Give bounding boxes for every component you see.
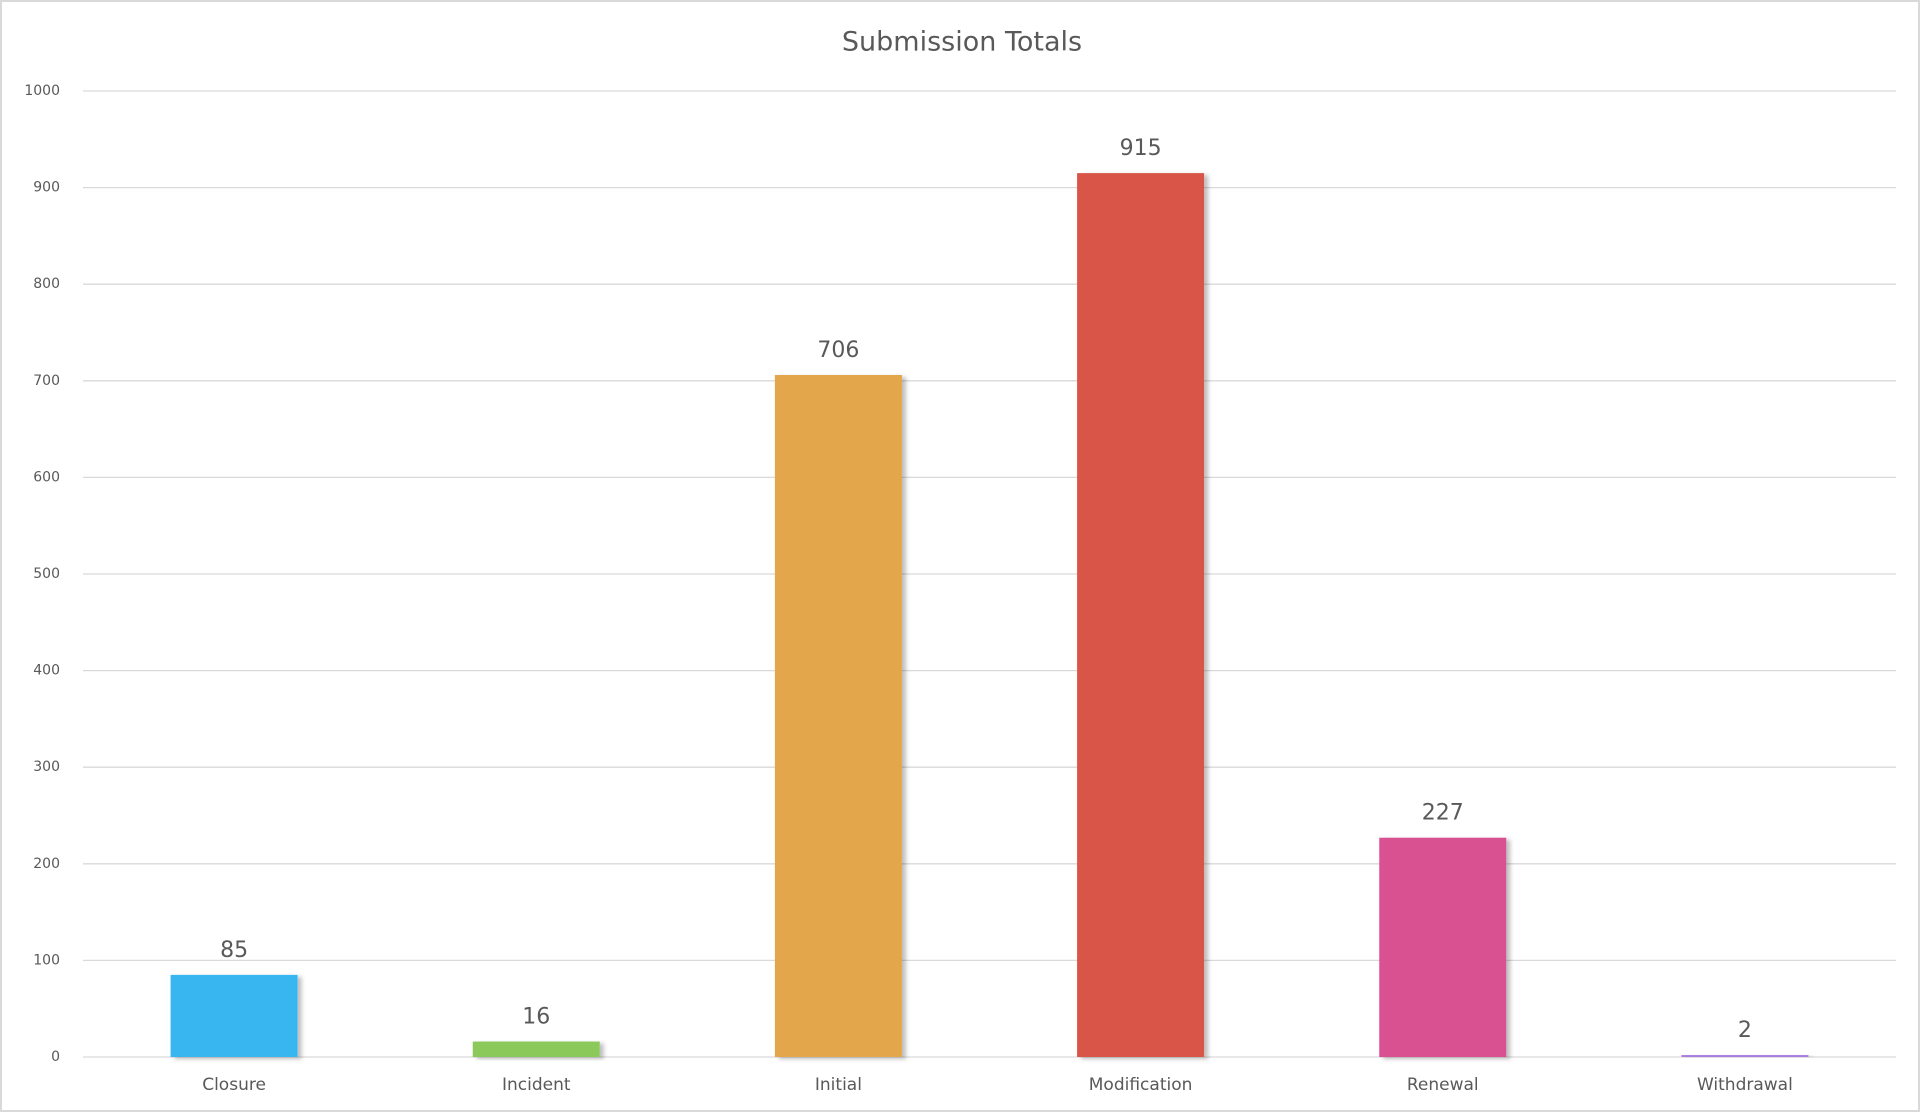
x-tick-label: Modification <box>1089 1075 1193 1095</box>
x-tick-label: Initial <box>815 1075 862 1095</box>
value-label: 227 <box>1422 801 1464 826</box>
value-label: 706 <box>817 338 859 363</box>
y-tick-label: 300 <box>33 759 60 775</box>
y-tick-label: 800 <box>33 276 60 292</box>
y-tick-label: 100 <box>33 952 60 968</box>
y-tick-label: 200 <box>33 856 60 872</box>
chart-title: Submission Totals <box>842 27 1082 58</box>
y-tick-label: 0 <box>51 1049 60 1065</box>
y-tick-label: 600 <box>33 469 60 485</box>
bar <box>1681 1055 1809 1057</box>
value-label: 85 <box>220 938 248 963</box>
value-label: 915 <box>1120 136 1162 161</box>
bar <box>472 1041 600 1057</box>
y-tick-label: 1000 <box>24 83 60 99</box>
x-tick-label: Renewal <box>1407 1075 1479 1095</box>
y-tick-label: 500 <box>33 566 60 582</box>
x-tick-label: Withdrawal <box>1697 1075 1793 1095</box>
value-label: 16 <box>522 1005 550 1030</box>
value-label: 2 <box>1738 1018 1752 1043</box>
y-tick-label: 900 <box>33 180 60 196</box>
bar <box>1379 837 1507 1057</box>
y-tick-label: 400 <box>33 663 60 679</box>
x-tick-label: Closure <box>202 1075 266 1095</box>
bar <box>774 375 902 1057</box>
x-tick-label: Incident <box>502 1075 571 1095</box>
bar <box>170 974 298 1057</box>
bar <box>1077 173 1205 1058</box>
y-tick-label: 700 <box>33 373 60 389</box>
